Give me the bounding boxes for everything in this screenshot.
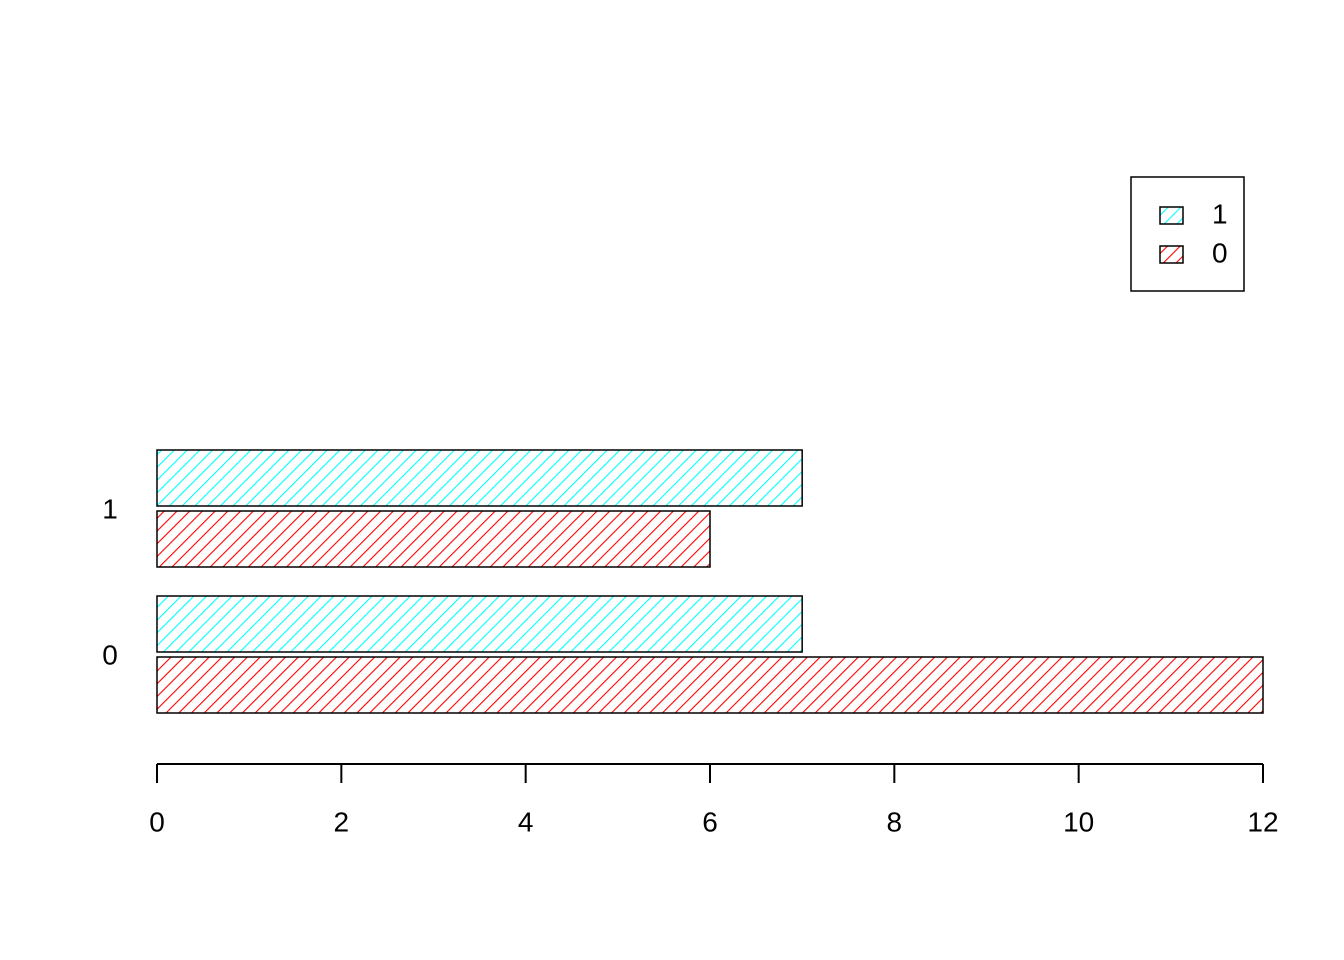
legend-swatch [1159, 206, 1184, 225]
legend-swatch [1159, 245, 1184, 264]
bar [156, 656, 1264, 714]
y-tick-label: 1 [102, 493, 118, 524]
x-tick-label: 6 [702, 806, 718, 837]
bar [156, 595, 803, 653]
x-tick-label: 10 [1063, 806, 1094, 837]
bar [156, 449, 803, 507]
legend-label: 0 [1212, 237, 1228, 268]
x-tick-label: 4 [518, 806, 534, 837]
x-tick-label: 12 [1247, 806, 1278, 837]
x-tick-label: 8 [887, 806, 903, 837]
legend-box [1130, 176, 1245, 292]
bar [156, 510, 711, 568]
y-tick-label: 0 [102, 639, 118, 670]
x-tick-label: 0 [149, 806, 165, 837]
legend-label: 1 [1212, 198, 1228, 229]
x-tick-label: 2 [334, 806, 350, 837]
